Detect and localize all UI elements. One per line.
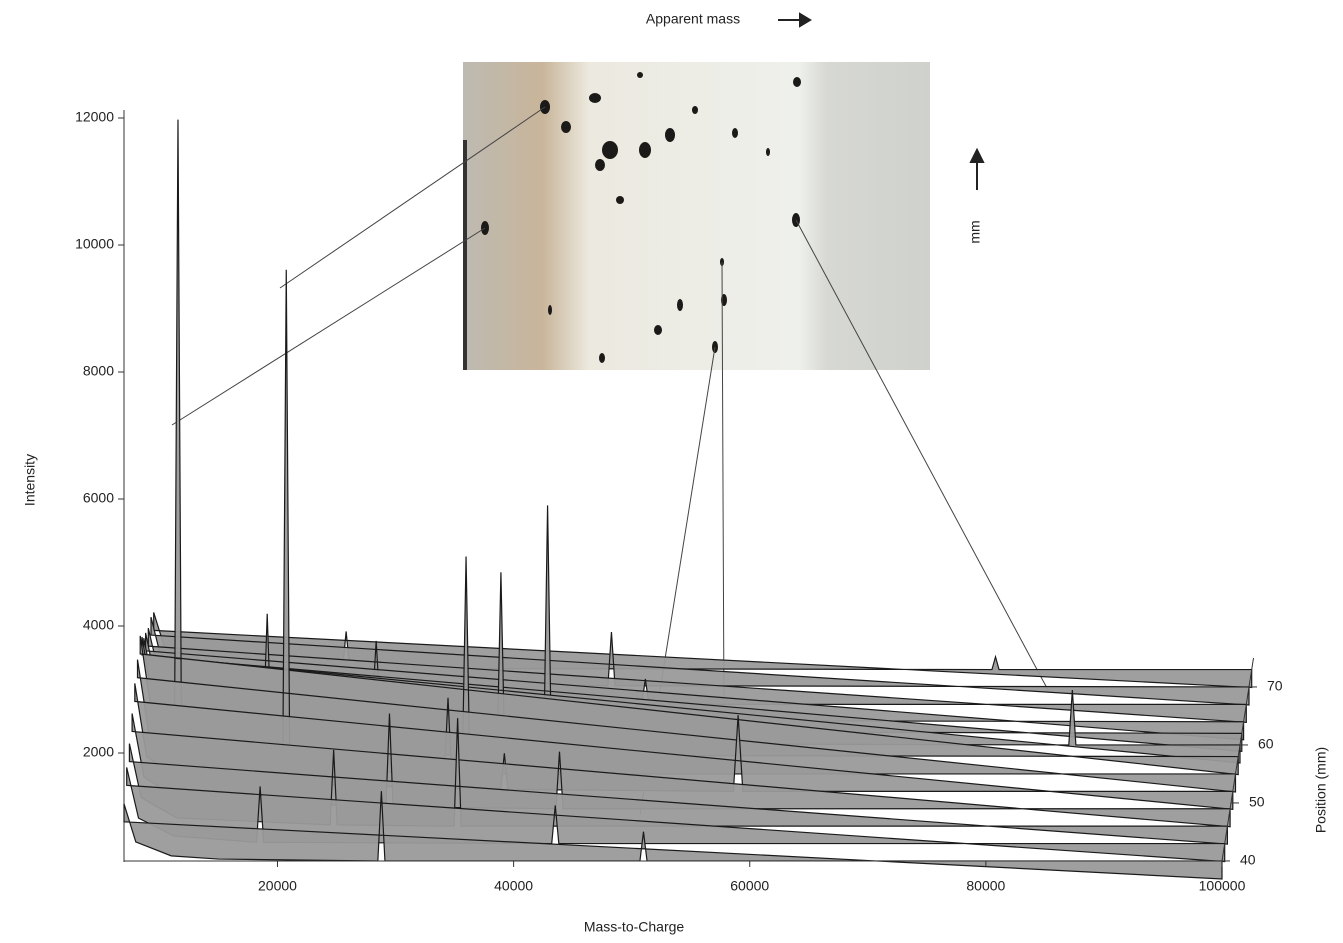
inset-title: Apparent mass [646, 11, 740, 27]
y-tick-label: 8000 [83, 363, 114, 379]
y-tick-label: 2000 [83, 744, 114, 760]
x-tick-label: 60000 [730, 878, 769, 894]
y-tick-label: 12000 [75, 109, 114, 125]
z-axis-label: Position (mm) [1313, 747, 1329, 833]
x-tick-label: 100000 [1199, 878, 1246, 894]
gel-image [463, 62, 930, 370]
y-tick-label: 10000 [75, 236, 114, 252]
z-tick-label: 70 [1267, 678, 1283, 694]
y-axis-label: Intensity [22, 454, 38, 506]
chart: Apparent mass mm Intensity Mass-to-Charg… [0, 0, 1343, 943]
x-tick-label: 80000 [966, 878, 1005, 894]
z-tick-label: 40 [1240, 852, 1256, 868]
inset-axis-label: mm [967, 220, 983, 243]
x-axis-label: Mass-to-Charge [584, 919, 685, 935]
arrow [971, 150, 983, 190]
y-tick-label: 4000 [83, 617, 114, 633]
z-tick-label: 50 [1249, 794, 1265, 810]
z-tick-label: 60 [1258, 736, 1274, 752]
x-tick-label: 20000 [258, 878, 297, 894]
arrow [778, 14, 810, 26]
y-tick-label: 6000 [83, 490, 114, 506]
x-tick-label: 40000 [494, 878, 533, 894]
